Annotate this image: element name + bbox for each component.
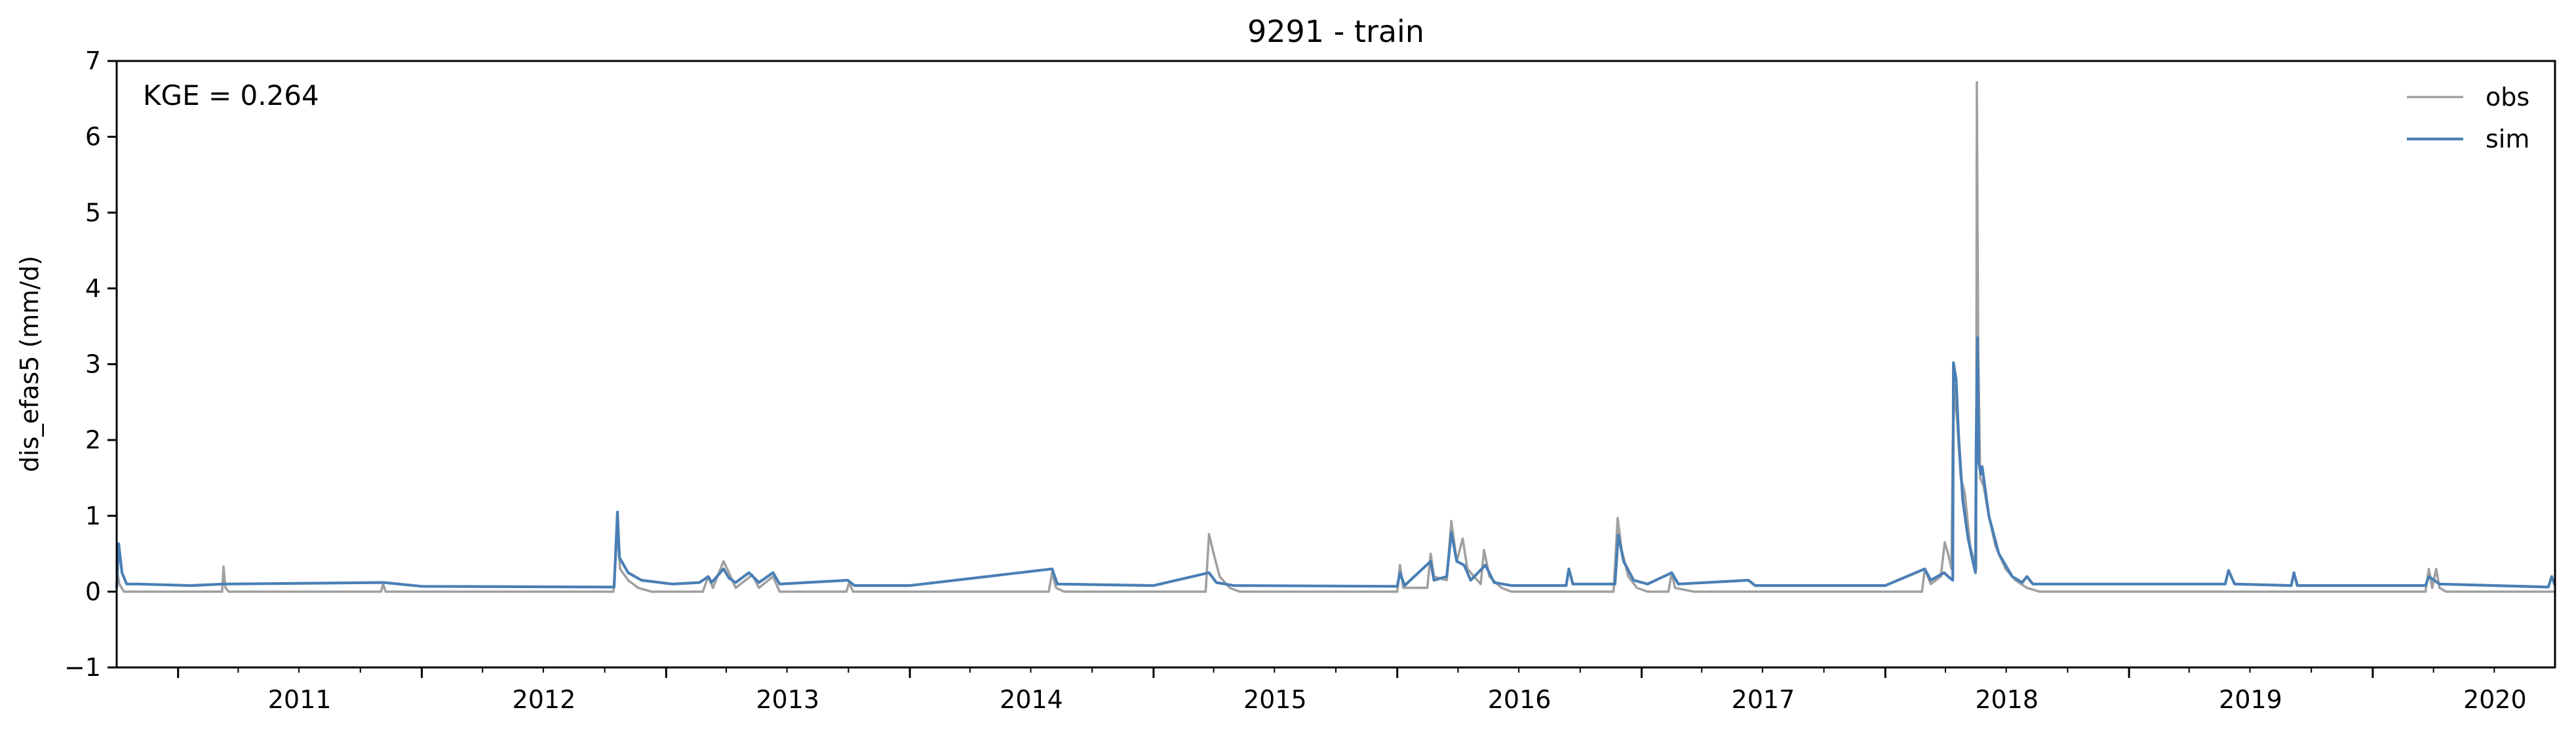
y-tick-label: 6 xyxy=(85,123,101,151)
plot-frame xyxy=(115,60,2556,669)
y-tick-label: −1 xyxy=(64,653,101,682)
legend: obs sim xyxy=(2407,83,2529,153)
kge-annotation: KGE = 0.264 xyxy=(143,79,319,111)
chart-title: 9291 - train xyxy=(1247,14,1424,49)
y-tick-label: 5 xyxy=(85,198,101,227)
x-tick-label: 2017 xyxy=(1732,685,1795,714)
y-tick-label: 4 xyxy=(85,274,101,303)
y-tick-label: 7 xyxy=(85,47,101,75)
y-axis-label: dis_efas5 (mm/d) xyxy=(15,256,44,472)
series-line-obs xyxy=(115,81,2555,593)
y-tick-label: 2 xyxy=(85,426,101,454)
y-tick-label: 0 xyxy=(85,577,101,606)
legend-label-sim: sim xyxy=(2486,125,2529,153)
y-tick-label: 1 xyxy=(85,502,101,530)
x-tick-label: 2018 xyxy=(1975,685,2039,714)
y-tick-label: 3 xyxy=(85,350,101,379)
x-tick-label: 2011 xyxy=(268,685,332,714)
x-tick-label: 2015 xyxy=(1243,685,1307,714)
x-tick-label: 2020 xyxy=(2463,685,2527,714)
x-tick-label: 2014 xyxy=(1000,685,1063,714)
x-axis-ticks: 2011 2012 2013 2014 2015 2016 2017 2018 2019 2020 xyxy=(177,667,2527,714)
x-tick-label: 2012 xyxy=(513,685,576,714)
x-tick-label: 2019 xyxy=(2219,685,2282,714)
legend-label-obs: obs xyxy=(2486,83,2529,111)
y-axis-ticks: −1 0 1 2 3 4 5 6 7 xyxy=(64,47,117,682)
x-tick-label: 2016 xyxy=(1488,685,1551,714)
series-line-sim xyxy=(115,336,2556,589)
x-tick-label: 2013 xyxy=(756,685,819,714)
